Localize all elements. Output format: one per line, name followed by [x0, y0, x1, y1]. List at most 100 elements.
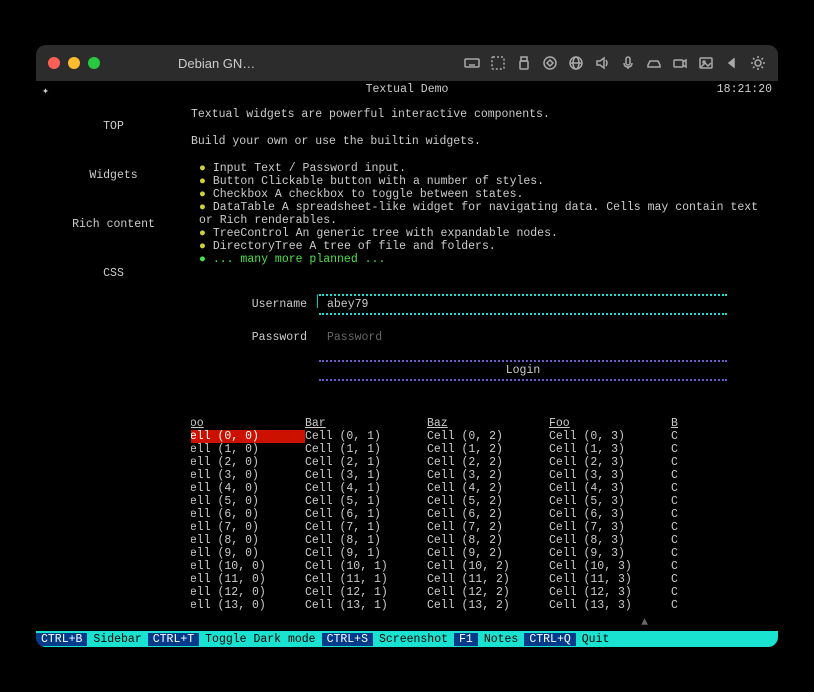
table-row[interactable]: Cell (3, 0)Cell (3, 1)Cell (3, 2)Cell (3…: [191, 469, 772, 482]
intro-p1: Textual widgets are powerful interactive…: [191, 108, 772, 121]
table-row[interactable]: Cell (7, 0)Cell (7, 1)Cell (7, 2)Cell (7…: [191, 521, 772, 534]
password-input[interactable]: Password: [319, 329, 727, 346]
min-dot[interactable]: [68, 57, 80, 69]
table-cell: C: [671, 482, 691, 495]
table-cell: Cell (11, 3): [549, 573, 671, 586]
sidebar: TOP Widgets Rich content CSS: [36, 100, 191, 631]
window-title: Debian GN…: [178, 56, 255, 71]
table-cell: C: [671, 547, 691, 560]
feature-item: DataTable A spreadsheet-like widget for …: [199, 201, 772, 227]
camera-icon[interactable]: [672, 55, 688, 71]
table-cell: Cell (10, 3): [549, 560, 671, 573]
terminal-body: TOP Widgets Rich content CSS Textual wid…: [36, 100, 778, 631]
table-row[interactable]: Cell (4, 0)Cell (4, 1)Cell (4, 2)Cell (4…: [191, 482, 772, 495]
table-cell: Cell (9, 1): [305, 547, 427, 560]
footer-key[interactable]: CTRL+T: [148, 633, 199, 646]
keyboard-icon[interactable]: [464, 55, 480, 71]
table-cell: Cell (6, 2): [427, 508, 549, 521]
table-cell: Cell (4, 0): [191, 482, 305, 495]
sidebar-item-rich[interactable]: Rich content: [36, 214, 191, 235]
titlebar-icons: [464, 55, 766, 71]
table-cell: C: [671, 534, 691, 547]
feature-item: Checkbox A checkbox to toggle between st…: [199, 188, 772, 201]
table-cell: Cell (0, 0): [191, 430, 305, 443]
feature-item: TreeControl An generic tree with expanda…: [199, 227, 772, 240]
username-field: Username abey79: [227, 294, 772, 315]
table-cell: Cell (4, 3): [549, 482, 671, 495]
footer-label[interactable]: Toggle Dark mode: [199, 633, 321, 646]
back-icon[interactable]: [724, 55, 740, 71]
table-cell: Cell (13, 3): [549, 599, 671, 612]
table-cell: Cell (6, 0): [191, 508, 305, 521]
login-form: Username abey79 Password Password Login: [227, 294, 772, 381]
table-cell: Cell (10, 2): [427, 560, 549, 573]
table-cell: Cell (0, 3): [549, 430, 671, 443]
footer-label[interactable]: Sidebar: [87, 633, 147, 646]
footer-key[interactable]: CTRL+Q: [524, 633, 575, 646]
close-dot[interactable]: [48, 57, 60, 69]
sidebar-item-css[interactable]: CSS: [36, 263, 191, 284]
table-cell: Cell (7, 1): [305, 521, 427, 534]
table-row[interactable]: Cell (2, 0)Cell (2, 1)Cell (2, 2)Cell (2…: [191, 456, 772, 469]
mic-icon[interactable]: [620, 55, 636, 71]
table-cell: Cell (2, 1): [305, 456, 427, 469]
table-col: B: [671, 417, 691, 430]
table-cell: Cell (6, 3): [549, 508, 671, 521]
tag-icon[interactable]: [542, 55, 558, 71]
login-label: Login: [506, 364, 541, 377]
picture-icon[interactable]: [698, 55, 714, 71]
footer-key[interactable]: F1: [454, 633, 478, 646]
data-table[interactable]: FooBarBazFooB Cell (0, 0)Cell (0, 1)Cell…: [191, 417, 772, 612]
password-placeholder: Password: [319, 329, 727, 346]
footer-label[interactable]: Notes: [478, 633, 525, 646]
table-cell: Cell (6, 1): [305, 508, 427, 521]
table-cell: Cell (11, 2): [427, 573, 549, 586]
table-row[interactable]: Cell (10, 0)Cell (10, 1)Cell (10, 2)Cell…: [191, 560, 772, 573]
feature-more: ... many more planned ...: [199, 253, 772, 266]
table-cell: C: [671, 560, 691, 573]
table-cell: Cell (3, 3): [549, 469, 671, 482]
footer-bar: CTRL+B Sidebar CTRL+T Toggle Dark mode C…: [36, 631, 778, 647]
footer-key[interactable]: CTRL+S: [322, 633, 373, 646]
app-window: Debian GN… ✦ Textual Demo 18:21:20 TOP W…: [36, 45, 778, 647]
table-cell: Cell (1, 2): [427, 443, 549, 456]
max-dot[interactable]: [88, 57, 100, 69]
username-input[interactable]: abey79: [319, 294, 727, 315]
table-cell: Cell (3, 2): [427, 469, 549, 482]
usb-icon[interactable]: [516, 55, 532, 71]
speaker-icon[interactable]: [594, 55, 610, 71]
table-cell: Cell (1, 1): [305, 443, 427, 456]
table-cell: Cell (12, 0): [191, 586, 305, 599]
disk-icon[interactable]: [646, 55, 662, 71]
table-row[interactable]: Cell (9, 0)Cell (9, 1)Cell (9, 2)Cell (9…: [191, 547, 772, 560]
login-button[interactable]: Login: [319, 360, 727, 381]
table-row[interactable]: Cell (0, 0)Cell (0, 1)Cell (0, 2)Cell (0…: [191, 430, 772, 443]
table-row[interactable]: Cell (12, 0)Cell (12, 1)Cell (12, 2)Cell…: [191, 586, 772, 599]
table-row[interactable]: Cell (5, 0)Cell (5, 1)Cell (5, 2)Cell (5…: [191, 495, 772, 508]
feature-item: DirectoryTree A tree of file and folders…: [199, 240, 772, 253]
sidebar-item-widgets[interactable]: Widgets: [36, 165, 191, 186]
globe-icon[interactable]: [568, 55, 584, 71]
table-cell: Cell (9, 0): [191, 547, 305, 560]
table-row[interactable]: Cell (6, 0)Cell (6, 1)Cell (6, 2)Cell (6…: [191, 508, 772, 521]
username-label: Username: [227, 298, 307, 311]
table-cell: Cell (13, 1): [305, 599, 427, 612]
fullscreen-icon[interactable]: [490, 55, 506, 71]
footer-label[interactable]: Quit: [576, 633, 616, 646]
header-title: Textual Demo: [36, 83, 778, 96]
table-row[interactable]: Cell (8, 0)Cell (8, 1)Cell (8, 2)Cell (8…: [191, 534, 772, 547]
table-cell: Cell (9, 3): [549, 547, 671, 560]
footer-key[interactable]: CTRL+B: [36, 633, 87, 646]
feature-item: Input Text / Password input.: [199, 162, 772, 175]
table-cell: Cell (13, 0): [191, 599, 305, 612]
table-cell: C: [671, 430, 691, 443]
password-field: Password Password: [227, 329, 772, 346]
table-row[interactable]: Cell (11, 0)Cell (11, 1)Cell (11, 2)Cell…: [191, 573, 772, 586]
gear-icon[interactable]: [750, 55, 766, 71]
table-cell: Cell (8, 1): [305, 534, 427, 547]
sidebar-item-top[interactable]: TOP: [36, 116, 191, 137]
footer-label[interactable]: Screenshot: [373, 633, 454, 646]
table-cell: Cell (11, 0): [191, 573, 305, 586]
table-row[interactable]: Cell (13, 0)Cell (13, 1)Cell (13, 2)Cell…: [191, 599, 772, 612]
table-row[interactable]: Cell (1, 0)Cell (1, 1)Cell (1, 2)Cell (1…: [191, 443, 772, 456]
